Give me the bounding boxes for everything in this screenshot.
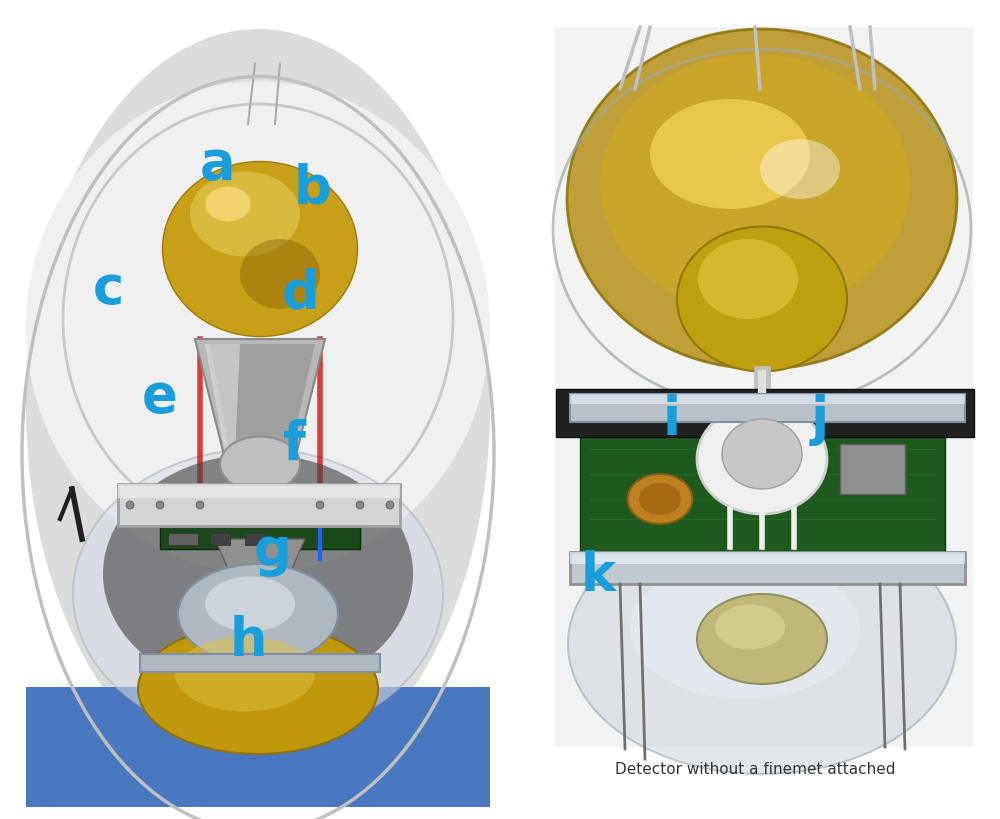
Ellipse shape (205, 577, 295, 631)
Ellipse shape (630, 559, 860, 699)
Polygon shape (215, 540, 305, 619)
Ellipse shape (126, 501, 134, 509)
Ellipse shape (628, 474, 692, 524)
Bar (26, 687, 490, 807)
Bar (160, 509, 360, 550)
Bar (205, 514, 235, 528)
Ellipse shape (162, 162, 358, 337)
Ellipse shape (190, 172, 300, 257)
Ellipse shape (715, 604, 785, 649)
Ellipse shape (156, 501, 164, 509)
Polygon shape (205, 345, 240, 455)
Ellipse shape (697, 405, 827, 514)
Ellipse shape (639, 483, 681, 515)
Bar (570, 552, 965, 584)
Text: d: d (281, 267, 319, 319)
Text: c: c (92, 262, 124, 314)
Ellipse shape (26, 30, 490, 785)
Bar (570, 552, 965, 564)
Ellipse shape (677, 227, 847, 372)
Text: h: h (229, 614, 267, 667)
Text: f: f (284, 418, 306, 470)
Bar (840, 445, 905, 495)
Polygon shape (195, 340, 325, 459)
Ellipse shape (26, 82, 490, 573)
Ellipse shape (386, 501, 394, 509)
Bar (285, 514, 315, 528)
Ellipse shape (722, 419, 802, 490)
Ellipse shape (206, 188, 250, 222)
Ellipse shape (568, 514, 956, 774)
Ellipse shape (698, 240, 798, 319)
Ellipse shape (220, 437, 300, 492)
Text: j: j (811, 393, 829, 446)
Bar (118, 484, 400, 499)
Text: b: b (293, 162, 331, 215)
Bar (570, 395, 965, 423)
Ellipse shape (567, 30, 957, 369)
Bar (210, 533, 230, 545)
Ellipse shape (760, 140, 840, 200)
Bar (118, 484, 400, 527)
Bar (245, 514, 275, 528)
Ellipse shape (178, 564, 338, 664)
Bar (168, 533, 198, 545)
Text: i: i (663, 393, 681, 446)
Ellipse shape (240, 240, 320, 310)
Ellipse shape (175, 636, 315, 712)
Bar (580, 434, 945, 554)
Bar (556, 390, 974, 437)
Bar (140, 654, 380, 672)
Polygon shape (210, 345, 315, 455)
Ellipse shape (316, 501, 324, 509)
Ellipse shape (650, 100, 810, 210)
Text: a: a (200, 138, 236, 190)
Bar (555, 28, 973, 747)
Bar (245, 533, 265, 545)
Ellipse shape (73, 450, 443, 739)
Ellipse shape (196, 501, 204, 509)
Ellipse shape (138, 624, 378, 754)
Text: g: g (253, 524, 291, 577)
Ellipse shape (103, 455, 413, 695)
Text: k: k (580, 549, 616, 601)
Ellipse shape (600, 55, 910, 314)
Bar (555, 28, 973, 747)
Text: Detector without a finemet attached: Detector without a finemet attached (615, 761, 895, 776)
Bar (570, 395, 965, 405)
Ellipse shape (697, 595, 827, 684)
Bar (168, 514, 198, 528)
Text: e: e (142, 370, 178, 423)
Ellipse shape (356, 501, 364, 509)
